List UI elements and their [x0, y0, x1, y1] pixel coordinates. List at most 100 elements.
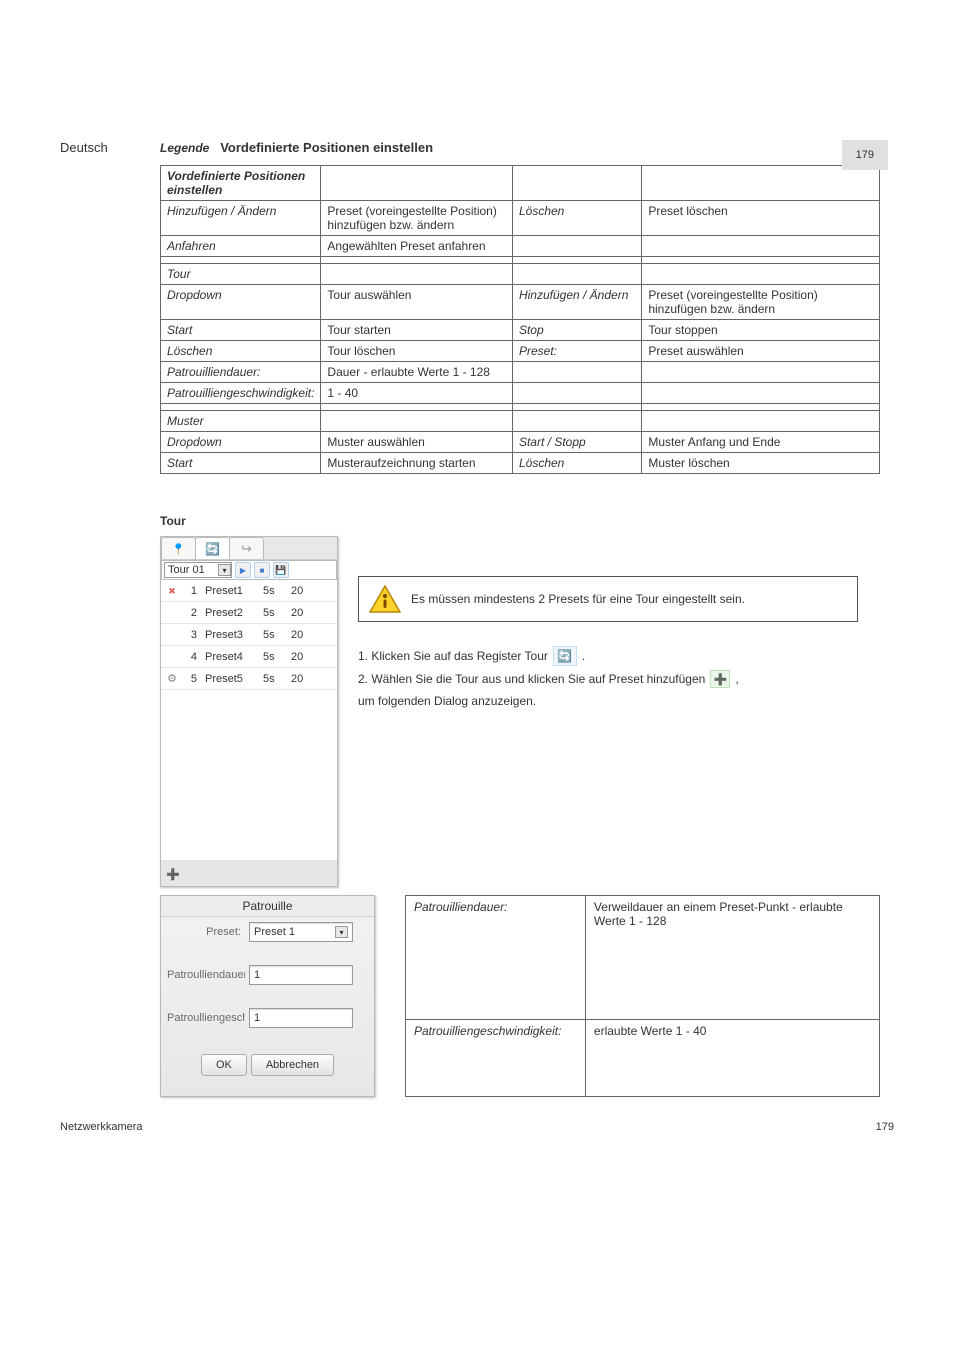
table-cell	[512, 404, 641, 411]
table-cell	[321, 404, 513, 411]
table-cell: Anfahren	[161, 236, 321, 257]
table-cell: Tour starten	[321, 320, 513, 341]
table-cell: Löschen	[161, 341, 321, 362]
preset-index: 4	[179, 651, 197, 663]
section-legend-title: Legende Vordefinierte Positionen einstel…	[160, 140, 894, 155]
panel-bottom-strip	[161, 860, 337, 886]
preset-row[interactable]: 4Preset45s20	[161, 646, 337, 668]
preset-row[interactable]: 3Preset35s20	[161, 624, 337, 646]
footer-right: 179	[876, 1121, 894, 1133]
edit-icon	[167, 672, 177, 685]
table-cell: Start / Stopp	[512, 432, 641, 453]
table-cell	[642, 383, 880, 404]
t2r2c1: Patrouilliengeschwindigkeit:	[406, 1019, 586, 1096]
tour-select-row: Tour 01 ▾	[161, 560, 337, 580]
table-cell	[642, 236, 880, 257]
t1h3	[512, 166, 641, 201]
dlg-preset-select[interactable]: Preset 1 ▾	[249, 922, 353, 942]
preset-duration: 5s	[263, 607, 291, 619]
stop-icon	[260, 565, 265, 576]
table-cell: Patrouilliendauer:	[161, 362, 321, 383]
table-cell	[321, 264, 513, 285]
t2r2c2: erlaubte Werte 1 - 40	[585, 1019, 879, 1096]
t2r1c2: Verweildauer an einem Preset-Punkt - erl…	[585, 896, 879, 1020]
cancel-button[interactable]: Abbrechen	[251, 1054, 334, 1076]
legend-table: Vordefinierte Positionen einstellen Hinz…	[160, 165, 880, 474]
preset-name: Preset2	[205, 607, 263, 619]
patrouille-dialog: Patrouille Preset: Preset 1 ▾ Patroullie…	[160, 895, 375, 1097]
table-cell	[512, 236, 641, 257]
note-text: Es müssen mindestens 2 Presets für eine …	[411, 592, 745, 606]
table-cell: Patrouilliengeschwindigkeit:	[161, 383, 321, 404]
delete-icon	[168, 585, 176, 597]
add-preset-button[interactable]	[165, 865, 181, 881]
preset-row[interactable]: 1Preset15s20	[161, 580, 337, 602]
tab-pattern[interactable]	[229, 537, 264, 559]
dlg-speed-input[interactable]: 1	[249, 1008, 353, 1028]
table-cell	[321, 257, 513, 264]
t1h1: Vordefinierte Positionen einstellen	[161, 166, 321, 201]
table-cell: Tour stoppen	[642, 320, 880, 341]
preset-speed: 20	[291, 673, 315, 685]
table-cell	[512, 257, 641, 264]
plus-icon	[166, 866, 180, 881]
t2r1c1: Patrouilliendauer:	[406, 896, 586, 1020]
table-cell	[642, 264, 880, 285]
table-cell: Dropdown	[161, 432, 321, 453]
dropdown-arrow-icon: ▾	[218, 564, 231, 576]
tab-patrol[interactable]	[195, 537, 230, 559]
step-1: 1. Klicken Sie auf das Register Tour .	[358, 646, 858, 666]
preset-speed: 20	[291, 607, 315, 619]
table-cell: Dropdown	[161, 285, 321, 320]
table-cell	[512, 264, 641, 285]
inline-plus-icon	[710, 670, 730, 688]
tour-panel-screenshot: Tour 01 ▾ 1Preset15s202Preset25s203Prese…	[160, 536, 338, 887]
tour-stop-button[interactable]	[254, 562, 270, 578]
table-cell: Preset auswählen	[642, 341, 880, 362]
table-cell: Muster Anfang und Ende	[642, 432, 880, 453]
table-cell: 1 - 40	[321, 383, 513, 404]
ok-button[interactable]: OK	[201, 1054, 247, 1076]
table-cell	[161, 404, 321, 411]
play-icon	[240, 565, 246, 576]
table-cell: Muster auswählen	[321, 432, 513, 453]
preset-speed: 20	[291, 651, 315, 663]
table-cell: Start	[161, 453, 321, 474]
table-cell	[642, 257, 880, 264]
dlg-dur-label: Patroulliendauer:	[167, 969, 245, 981]
tab-pin[interactable]	[161, 537, 196, 559]
lang-label: Deutsch	[60, 140, 108, 155]
table-cell: Preset (voreingestellte Position) hinzuf…	[642, 285, 880, 320]
tour-save-button[interactable]	[273, 562, 289, 578]
table-cell	[512, 383, 641, 404]
preset-row[interactable]: 5Preset55s20	[161, 668, 337, 690]
footer-left: Netzwerkkamera	[60, 1121, 143, 1133]
section-tour-heading: Tour	[160, 514, 894, 528]
dialog-title: Patrouille	[161, 896, 374, 917]
t1h4	[642, 166, 880, 201]
dlg-preset-value: Preset 1	[254, 926, 295, 938]
table-cell: Tour auswählen	[321, 285, 513, 320]
table-cell	[642, 404, 880, 411]
tour-select[interactable]: Tour 01 ▾	[164, 562, 232, 578]
info-note: Es müssen mindestens 2 Presets für eine …	[358, 576, 858, 622]
patrol-tab-icon	[205, 541, 220, 556]
preset-name: Preset4	[205, 651, 263, 663]
table-cell: Muster löschen	[642, 453, 880, 474]
page-number-box: 179	[842, 140, 888, 170]
step-2a: 2. Wählen Sie die Tour aus und klicken S…	[358, 670, 858, 688]
preset-index: 1	[179, 585, 197, 597]
preset-duration: 5s	[263, 673, 291, 685]
preset-index: 5	[179, 673, 197, 685]
table-cell: Musteraufzeichnung starten	[321, 453, 513, 474]
preset-index: 2	[179, 607, 197, 619]
table-cell: Löschen	[512, 453, 641, 474]
tour-play-button[interactable]	[235, 562, 251, 578]
dlg-dur-input[interactable]: 1	[249, 965, 353, 985]
preset-duration: 5s	[263, 585, 291, 597]
section-subtitle: Vordefinierte Positionen einstellen	[220, 140, 433, 155]
save-icon	[275, 565, 286, 576]
preset-row[interactable]: 2 Preset25s20	[161, 602, 337, 624]
legende-label: Legende	[160, 141, 209, 155]
table-cell: Preset (voreingestellte Position) hinzuf…	[321, 201, 513, 236]
